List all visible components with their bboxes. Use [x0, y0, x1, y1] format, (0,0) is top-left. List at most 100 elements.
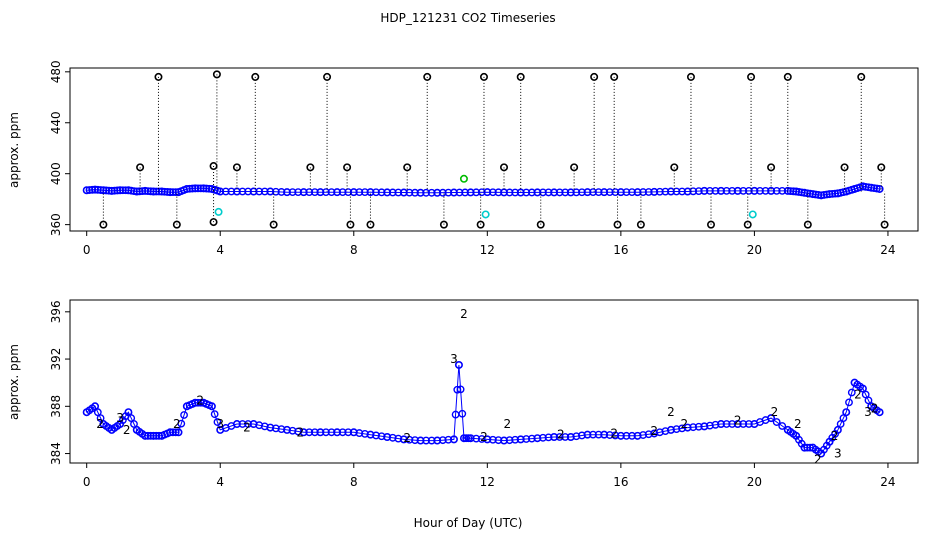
- top-data-point: [570, 163, 579, 172]
- bottom-data-point: [711, 420, 720, 429]
- bottom-x-tick-label: 24: [880, 475, 895, 489]
- top-data-point: [639, 188, 648, 196]
- top-data-point: [422, 188, 431, 197]
- top-data-point: [366, 188, 375, 197]
- top-data-point: [800, 188, 809, 197]
- top-data-point: [739, 186, 748, 195]
- bottom-data-point: [152, 431, 161, 440]
- top-data-point: [399, 188, 408, 197]
- top-data-point: [822, 190, 831, 199]
- bottom-data-point: [411, 436, 419, 445]
- bottom-data-point: [88, 404, 97, 413]
- top-y-tick-label: 360: [49, 213, 63, 236]
- top-data-point: [191, 184, 200, 193]
- top-data-point: [672, 187, 681, 196]
- bottom-data-point: [589, 430, 597, 439]
- top-data-point: [194, 184, 202, 193]
- top-data-point: [472, 188, 481, 197]
- bottom-data-point: [260, 422, 269, 431]
- bottom-data-label: 2: [480, 430, 488, 444]
- top-data-point: [333, 188, 342, 197]
- bottom-data-label: 2: [173, 417, 181, 431]
- bottom-data-label: 2: [243, 421, 251, 435]
- top-data-point: [277, 188, 286, 196]
- bottom-data-point: [454, 360, 463, 369]
- top-data-point: [212, 70, 221, 79]
- bottom-data-point: [327, 428, 336, 437]
- bottom-data-point: [383, 433, 392, 442]
- bottom-data-point: [344, 428, 353, 437]
- top-data-point: [107, 186, 116, 195]
- bottom-data-point: [338, 428, 347, 437]
- bottom-data-point: [283, 425, 292, 434]
- top-data-point: [283, 188, 292, 197]
- bottom-data-point: [244, 420, 252, 428]
- top-y-axis-label: approx. ppm: [7, 112, 21, 188]
- top-data-point: [700, 186, 709, 195]
- top-data-point: [817, 191, 826, 200]
- top-data-point: [877, 163, 886, 172]
- bottom-data-point: [578, 431, 586, 440]
- bottom-data-point: [533, 434, 542, 443]
- top-data-point: [644, 188, 653, 196]
- bottom-data-point: [761, 416, 770, 424]
- bottom-data-point: [180, 411, 188, 419]
- bottom-data-point: [544, 433, 553, 442]
- top-data-point: [288, 188, 297, 197]
- bottom-data-point: [822, 441, 831, 450]
- top-data-point: [361, 188, 369, 197]
- bottom-data-point: [700, 422, 709, 431]
- bottom-data-label: 3: [864, 405, 872, 419]
- bottom-data-point: [277, 425, 286, 434]
- bottom-data-point: [516, 435, 525, 444]
- bottom-data-label: 3: [450, 352, 458, 366]
- top-data-point: [271, 187, 280, 196]
- top-data-point: [221, 187, 230, 196]
- top-data-point: [864, 183, 873, 192]
- top-data-point: [875, 184, 884, 193]
- top-data-point: [650, 187, 659, 196]
- top-data-point: [783, 72, 792, 81]
- top-data-point: [748, 210, 757, 219]
- top-data-point: [636, 220, 645, 229]
- bottom-data-label: 2: [667, 405, 675, 419]
- top-data-point: [209, 162, 218, 171]
- bottom-data-point: [456, 385, 465, 394]
- top-data-point: [338, 188, 347, 197]
- bottom-data-point: [505, 436, 514, 445]
- top-data-point: [461, 188, 469, 197]
- top-data-point: [628, 188, 636, 197]
- bottom-data-point: [872, 406, 881, 415]
- top-data-point: [583, 188, 592, 197]
- top-data-point: [494, 188, 503, 197]
- top-data-point: [113, 186, 122, 195]
- bottom-data-point: [683, 423, 692, 432]
- top-data-point: [756, 186, 764, 195]
- top-data-point: [767, 186, 776, 195]
- top-data-point: [93, 185, 102, 194]
- bottom-data-point: [831, 429, 839, 438]
- top-x-tick-label: 8: [350, 243, 358, 257]
- top-data-point: [169, 188, 177, 197]
- top-data-point: [269, 220, 278, 229]
- top-data-point: [476, 220, 485, 229]
- bottom-data-point: [797, 439, 806, 448]
- bottom-x-tick-label: 16: [613, 475, 628, 489]
- x-axis-label: Hour of Day (UTC): [414, 516, 523, 530]
- bottom-x-tick-label: 12: [480, 475, 495, 489]
- top-data-point: [444, 188, 453, 197]
- top-data-point: [590, 72, 599, 81]
- bottom-data-point: [130, 420, 138, 428]
- top-data-point: [124, 186, 133, 195]
- top-data-point: [346, 220, 355, 229]
- bottom-y-tick-label: 388: [49, 395, 63, 418]
- top-y-tick-label: 480: [49, 60, 63, 83]
- bottom-data-point: [500, 436, 509, 445]
- top-y-tick-label: 400: [49, 162, 63, 185]
- top-data-point: [227, 187, 236, 196]
- bottom-data-point: [803, 443, 812, 452]
- top-data-point: [744, 186, 753, 195]
- bottom-data-point: [294, 427, 303, 436]
- top-data-point: [244, 187, 252, 196]
